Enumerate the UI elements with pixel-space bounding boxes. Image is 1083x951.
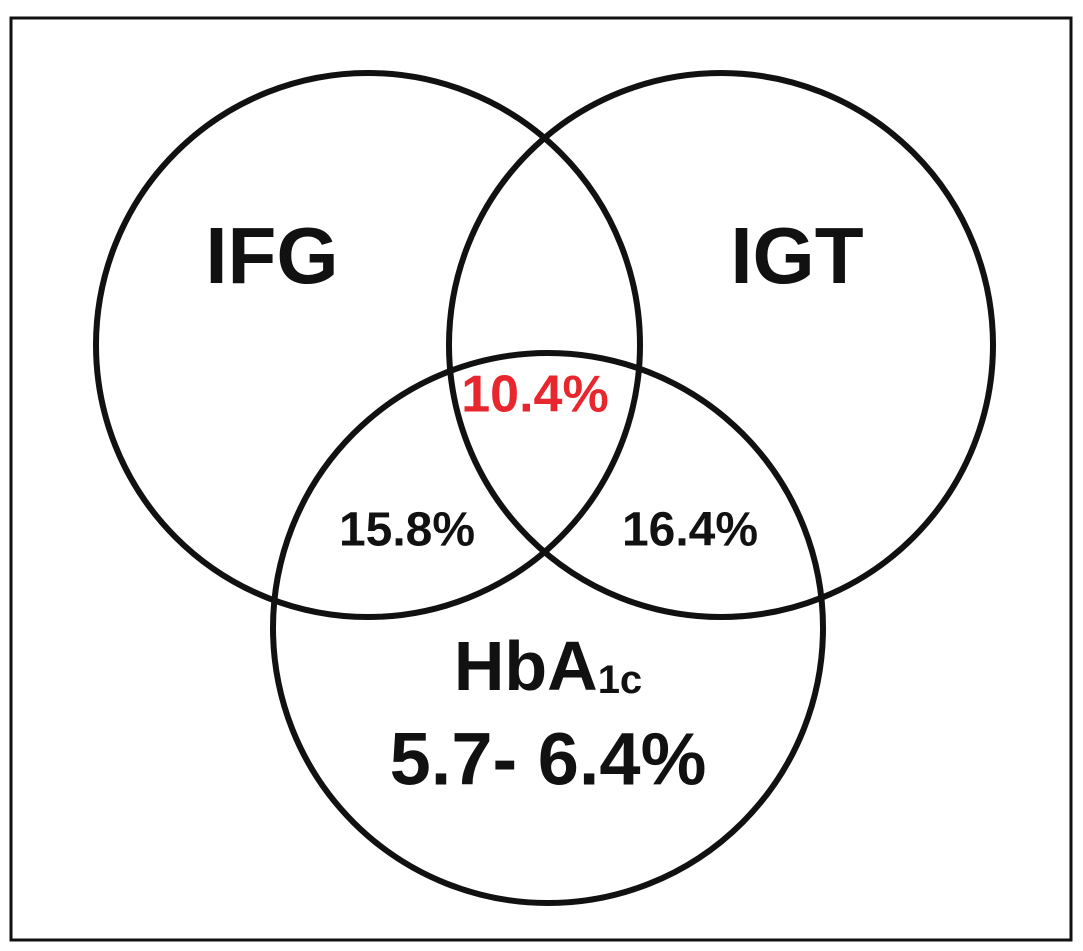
set-label-main: HbA (454, 627, 598, 705)
set-range: 5.7- 6.4% (390, 718, 707, 801)
region-label: 16.4% (622, 504, 758, 557)
set-label: IFG (205, 211, 338, 300)
hba1c-circle (270, 350, 826, 906)
region-label: 15.8% (339, 504, 475, 557)
region-label: 10.4% (461, 366, 608, 424)
set-label-subscript: 1c (598, 658, 643, 702)
ifg-circle (93, 70, 643, 620)
set-label: HbA1c (454, 627, 642, 705)
frame (9, 16, 1073, 942)
igt-circle (446, 70, 996, 620)
set-label: IGT (730, 211, 863, 300)
